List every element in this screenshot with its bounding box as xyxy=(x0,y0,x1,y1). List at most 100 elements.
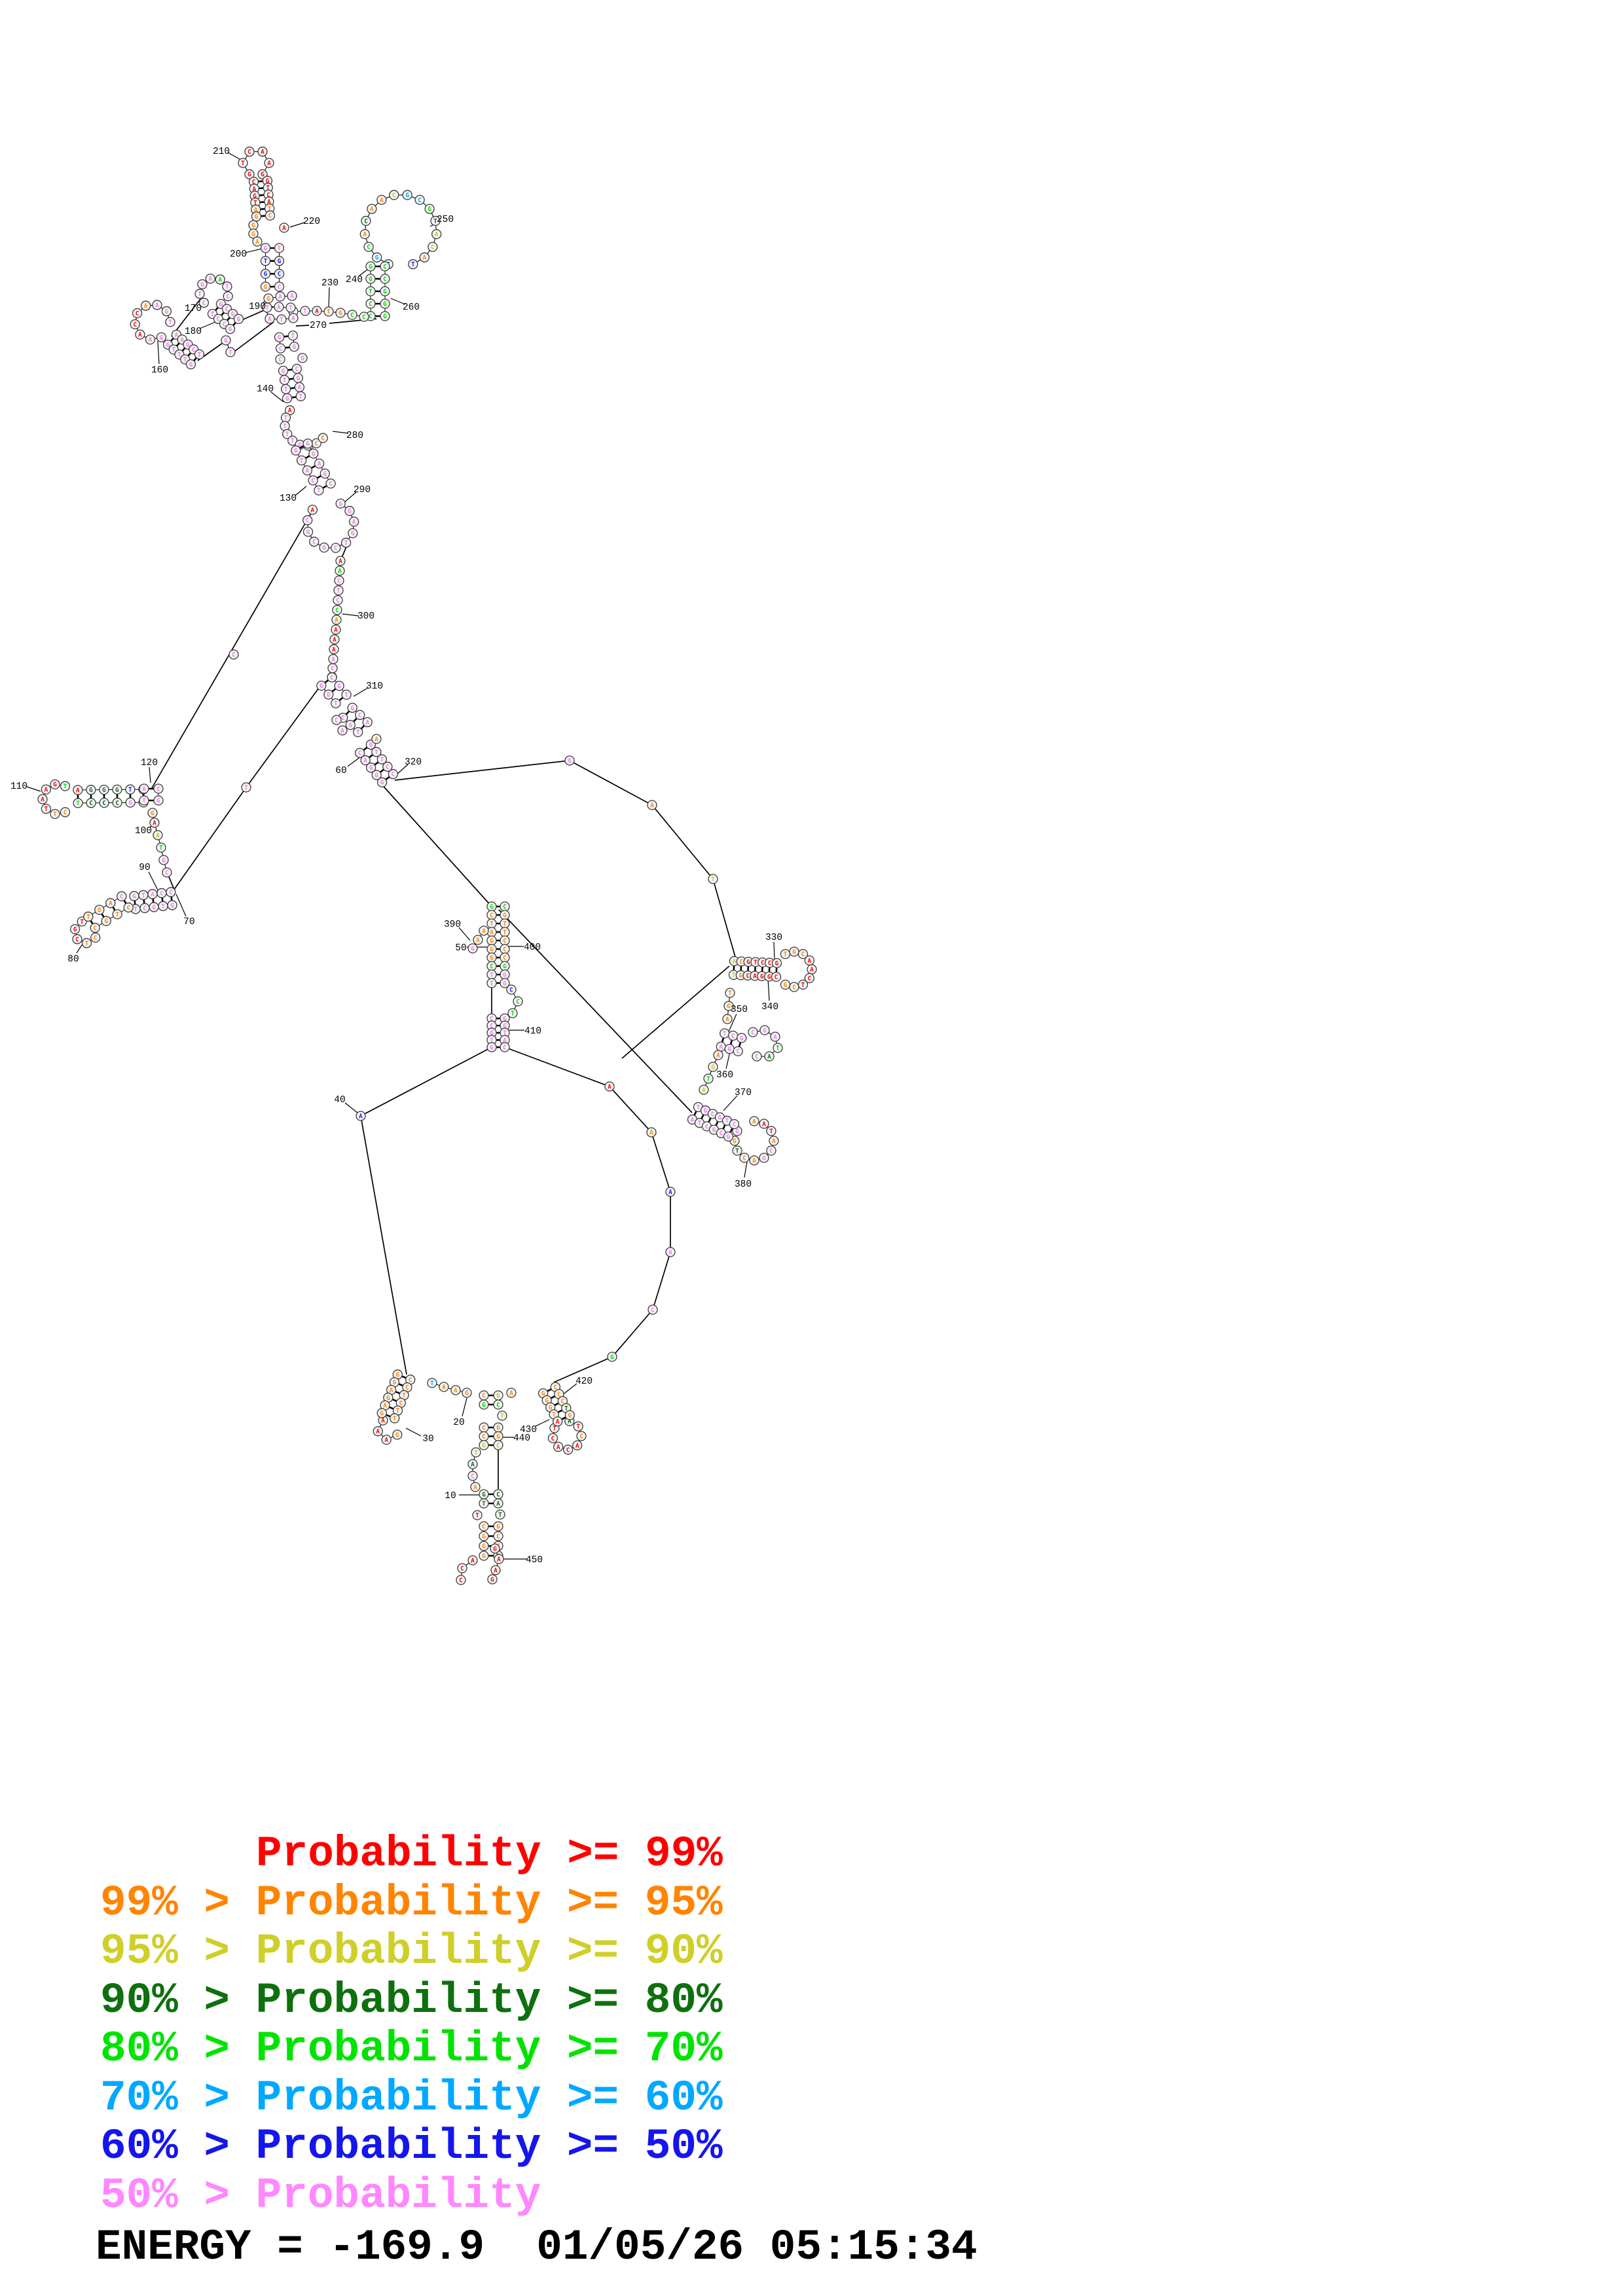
position-label: 370 xyxy=(735,1088,752,1098)
position-label: 220 xyxy=(303,217,320,227)
svg-text:T: T xyxy=(711,876,715,883)
nucleotide-dot xyxy=(274,302,284,312)
nucleotide-dot xyxy=(331,698,341,709)
nucleotide-dot xyxy=(335,498,346,509)
position-label: 180 xyxy=(185,327,202,337)
nucleotide-dot xyxy=(769,1136,779,1146)
nucleotide-dot xyxy=(562,1444,574,1455)
svg-text:G: G xyxy=(482,1533,486,1540)
svg-text:T: T xyxy=(402,1392,406,1399)
svg-text:C: C xyxy=(579,1433,583,1440)
svg-text:C: C xyxy=(509,986,513,994)
svg-text:G: G xyxy=(465,1390,469,1397)
svg-text:A: A xyxy=(490,929,494,936)
svg-text:C: C xyxy=(217,316,221,323)
nucleotide-dot xyxy=(222,281,232,292)
svg-text:T: T xyxy=(64,783,67,790)
svg-text:G: G xyxy=(53,781,57,789)
svg-text:G: G xyxy=(104,918,108,925)
nucleotide-dot xyxy=(331,715,342,725)
nucleotide-dot xyxy=(408,259,418,270)
energy-text: ENERGY = -169.9 01/05/26 05:15:34 xyxy=(96,2223,977,2272)
nucleotide-dot xyxy=(733,1046,743,1056)
nucleotide-dot xyxy=(319,542,329,553)
svg-text:T: T xyxy=(241,160,245,167)
svg-text:T: T xyxy=(369,288,373,295)
svg-text:G: G xyxy=(293,344,297,351)
nucleotide-dot xyxy=(766,1145,776,1156)
svg-text:G: G xyxy=(395,1431,399,1439)
svg-text:G: G xyxy=(490,946,494,953)
svg-text:A: A xyxy=(338,567,342,575)
svg-text:G: G xyxy=(200,281,204,289)
nucleotide-dot xyxy=(241,782,251,793)
position-label: 210 xyxy=(213,147,230,157)
svg-text:T: T xyxy=(80,918,84,925)
nucleotide-dot xyxy=(331,543,341,553)
nucleotide-dot xyxy=(307,505,318,515)
svg-text:C: C xyxy=(383,276,387,283)
svg-text:C: C xyxy=(755,1053,759,1060)
nucleotide-dot xyxy=(797,948,809,960)
svg-text:G: G xyxy=(151,810,155,817)
nucleotide-dot xyxy=(274,256,285,266)
svg-text:C: C xyxy=(335,607,339,614)
nucleotide-dot xyxy=(90,932,101,943)
svg-text:G: G xyxy=(727,1003,731,1010)
position-label: 320 xyxy=(405,757,422,768)
svg-text:A: A xyxy=(138,331,142,338)
svg-text:T: T xyxy=(76,800,80,807)
svg-text:C: C xyxy=(503,1044,507,1051)
svg-text:G: G xyxy=(255,213,259,221)
nucleotide-dot xyxy=(723,1001,734,1011)
svg-text:A: A xyxy=(254,207,258,214)
svg-text:C: C xyxy=(350,312,354,319)
svg-text:G: G xyxy=(294,448,298,455)
svg-text:T: T xyxy=(474,1449,478,1456)
nucleotide-dot xyxy=(376,777,388,787)
svg-text:G: G xyxy=(266,295,270,302)
svg-text:G: G xyxy=(375,255,379,262)
svg-text:A: A xyxy=(365,719,369,726)
svg-text:C: C xyxy=(314,440,318,448)
svg-text:C: C xyxy=(165,869,169,876)
svg-text:C: C xyxy=(490,1015,494,1022)
svg-text:C: C xyxy=(720,1130,723,1138)
svg-text:C: C xyxy=(133,321,137,329)
svg-text:C: C xyxy=(102,800,106,807)
svg-text:T: T xyxy=(776,1045,780,1052)
svg-text:T: T xyxy=(266,185,270,192)
svg-text:G: G xyxy=(369,263,373,270)
svg-text:A: A xyxy=(772,1138,776,1145)
nucleotide-dot xyxy=(238,158,248,168)
svg-text:T: T xyxy=(291,332,295,340)
nucleotide-dot xyxy=(81,938,92,948)
svg-text:T: T xyxy=(396,1408,400,1415)
nucleotide-dot xyxy=(147,808,158,818)
svg-text:T: T xyxy=(253,200,257,207)
nucleotide-dot xyxy=(486,1042,497,1052)
svg-text:A: A xyxy=(363,757,367,764)
nucleotide-dot xyxy=(50,809,60,819)
svg-text:C: C xyxy=(169,889,173,896)
nucleotide-dot xyxy=(225,347,236,357)
position-label: 300 xyxy=(357,611,374,622)
svg-text:G: G xyxy=(482,1552,486,1560)
svg-text:A: A xyxy=(476,937,480,944)
svg-text:G: G xyxy=(503,912,507,919)
svg-text:C: C xyxy=(560,1398,564,1405)
nucleotide-dot xyxy=(260,256,271,266)
nucleotide-dot xyxy=(215,274,225,285)
nucleotide-dot xyxy=(479,1399,489,1410)
svg-text:G: G xyxy=(746,959,750,966)
nucleotide-dot xyxy=(153,783,164,794)
svg-text:T: T xyxy=(576,1424,580,1431)
svg-text:G: G xyxy=(219,301,223,308)
svg-text:G: G xyxy=(253,192,257,200)
svg-text:G: G xyxy=(186,342,190,349)
svg-text:G: G xyxy=(735,1128,739,1135)
svg-text:A: A xyxy=(311,507,315,514)
nucleotide-dot xyxy=(161,306,172,317)
svg-text:G: G xyxy=(338,501,342,508)
